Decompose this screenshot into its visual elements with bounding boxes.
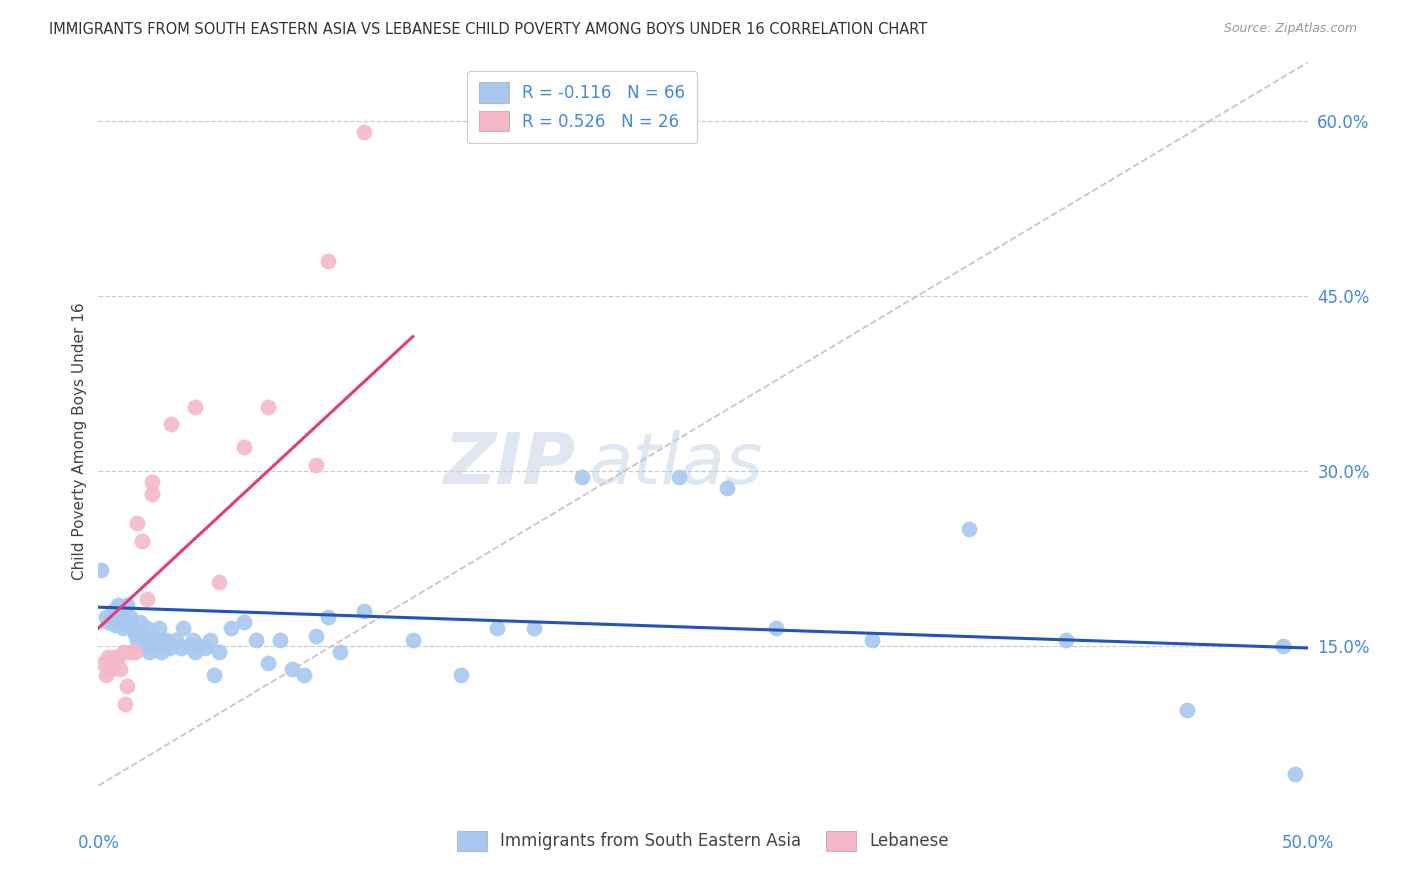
Point <box>117 598 139 612</box>
Point <box>104 617 127 632</box>
Point <box>1175 703 1198 717</box>
Point <box>316 253 339 268</box>
Point <box>141 632 163 647</box>
Point <box>94 609 117 624</box>
Point <box>101 656 124 670</box>
Point <box>145 639 167 653</box>
Text: IMMIGRANTS FROM SOUTH EASTERN ASIA VS LEBANESE CHILD POVERTY AMONG BOYS UNDER 16: IMMIGRANTS FROM SOUTH EASTERN ASIA VS LE… <box>49 22 928 37</box>
Point <box>316 609 339 624</box>
Point <box>107 650 129 665</box>
Point <box>97 615 120 630</box>
Point <box>138 644 160 658</box>
Text: atlas: atlas <box>588 430 762 499</box>
Point <box>1284 767 1306 781</box>
Point <box>107 598 129 612</box>
Point <box>152 632 174 647</box>
Point <box>118 609 141 624</box>
Point <box>402 632 425 647</box>
Point <box>523 621 546 635</box>
Point <box>114 615 136 630</box>
Point <box>104 650 127 665</box>
Point <box>124 627 146 641</box>
Point <box>127 516 149 531</box>
Point <box>1054 632 1077 647</box>
Point <box>165 632 187 647</box>
Point <box>245 632 267 647</box>
Point <box>256 400 278 414</box>
Point <box>100 609 122 624</box>
Point <box>160 417 183 431</box>
Point <box>134 639 156 653</box>
Point <box>101 604 124 618</box>
Point <box>135 621 157 635</box>
Point <box>329 644 352 658</box>
Point <box>114 697 136 711</box>
Point <box>221 621 243 635</box>
Point <box>181 632 204 647</box>
Point <box>107 615 129 630</box>
Point <box>141 475 163 490</box>
Point <box>135 592 157 607</box>
Point <box>131 627 153 641</box>
Point <box>1272 639 1295 653</box>
Text: ZIP: ZIP <box>444 430 576 499</box>
Point <box>141 487 163 501</box>
Point <box>90 563 112 577</box>
Point <box>232 615 254 630</box>
Point <box>188 639 211 653</box>
Point <box>232 441 254 455</box>
Point <box>108 609 131 624</box>
Point <box>94 668 117 682</box>
Point <box>169 640 191 655</box>
Point <box>281 662 304 676</box>
Text: Source: ZipAtlas.com: Source: ZipAtlas.com <box>1223 22 1357 36</box>
Point <box>131 533 153 548</box>
Point <box>124 644 146 658</box>
Point <box>353 125 375 139</box>
Point <box>198 632 221 647</box>
Y-axis label: Child Poverty Among Boys Under 16: Child Poverty Among Boys Under 16 <box>72 302 87 581</box>
Point <box>111 621 134 635</box>
Point <box>450 668 472 682</box>
Point <box>97 650 120 665</box>
Point <box>353 604 375 618</box>
Point <box>121 621 143 635</box>
Point <box>160 639 183 653</box>
Point <box>155 632 177 647</box>
Point <box>957 522 980 536</box>
Point <box>184 644 207 658</box>
Point <box>208 574 231 589</box>
Point <box>305 458 328 472</box>
Point <box>292 668 315 682</box>
Point <box>111 644 134 658</box>
Point <box>157 640 180 655</box>
Point <box>177 639 200 653</box>
Point <box>128 615 150 630</box>
Point <box>100 662 122 676</box>
Point <box>256 656 278 670</box>
Point <box>150 644 173 658</box>
Point <box>127 632 149 647</box>
Point <box>118 644 141 658</box>
Point <box>172 621 194 635</box>
Point <box>184 400 207 414</box>
Point <box>108 662 131 676</box>
Point <box>486 621 509 635</box>
Legend: Immigrants from South Eastern Asia, Lebanese: Immigrants from South Eastern Asia, Leba… <box>450 824 956 858</box>
Point <box>208 644 231 658</box>
Point <box>716 481 738 495</box>
Point <box>571 469 593 483</box>
Point <box>305 629 328 643</box>
Point <box>143 632 166 647</box>
Point <box>148 621 170 635</box>
Point <box>860 632 883 647</box>
Point <box>668 469 690 483</box>
Point <box>194 640 217 655</box>
Point <box>204 668 226 682</box>
Point <box>269 632 291 647</box>
Point <box>765 621 787 635</box>
Point <box>117 680 139 694</box>
Point <box>91 656 114 670</box>
